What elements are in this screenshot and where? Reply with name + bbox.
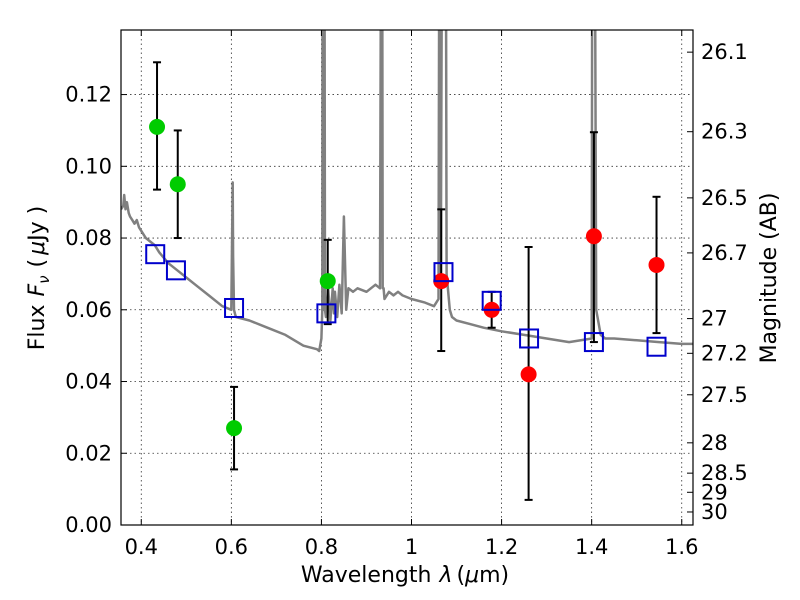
data-point — [585, 228, 602, 245]
x-tick-label: 0.8 — [305, 535, 338, 559]
model-spectrum-line — [121, 30, 693, 353]
model-point — [646, 336, 667, 357]
y-axis-ticks: 0.00 0.02 0.04 0.06 0.08 0.10 0.12 — [65, 83, 127, 537]
grid — [121, 30, 693, 526]
x-tick-label: 0.6 — [215, 535, 248, 559]
data-point — [319, 273, 336, 290]
model-point — [481, 290, 502, 311]
model-point — [433, 262, 454, 283]
y-tick-label: 0.12 — [65, 83, 112, 107]
x-tick-label: 0.4 — [125, 535, 158, 559]
plot-frame — [120, 29, 694, 526]
y-axis-title: FluxFν(μJy ) — [25, 206, 53, 350]
data-point — [226, 420, 243, 437]
model-point — [165, 260, 186, 281]
y-tick-label: 0.02 — [65, 441, 112, 465]
y-tick-label: 0.06 — [65, 298, 112, 322]
y2-tick-label: 26.5 — [701, 186, 748, 210]
y2-tick-label: 28.5 — [701, 461, 748, 485]
y2-axis-title: Magnitude (AB) — [757, 193, 782, 364]
x-tick-label: 1.2 — [485, 535, 518, 559]
data-point — [648, 256, 665, 273]
x-axis-title: Wavelength λ (μm) — [301, 563, 509, 588]
data-point — [149, 118, 166, 135]
x-tick-label: 1.6 — [665, 535, 698, 559]
y2-tick-label: 26.7 — [701, 241, 748, 265]
y2-tick-label: 26.3 — [701, 120, 748, 144]
data-point — [520, 366, 537, 383]
y2-tick-label: 29 — [701, 480, 728, 504]
y2-tick-label: 27 — [701, 307, 728, 331]
x-tick-label: 1 — [405, 535, 418, 559]
y2-tick-label: 27.5 — [701, 383, 748, 407]
y-tick-label: 0.04 — [65, 370, 112, 394]
x-tick-label: 1.4 — [575, 535, 608, 559]
x-axis-ticks: 0.4 0.6 0.8 1 1.2 1.4 1.6 — [125, 30, 698, 559]
markers — [145, 118, 667, 437]
y2-tick-label: 28 — [701, 431, 728, 455]
y2-tick-label: 27.2 — [701, 341, 748, 365]
y-tick-label: 0.10 — [65, 154, 112, 178]
y2-tick-label: 26.1 — [701, 40, 748, 64]
data-point — [169, 176, 186, 193]
model-point — [519, 328, 540, 349]
y-tick-label: 0.00 — [65, 513, 112, 537]
model-point — [316, 303, 337, 324]
model-point — [145, 244, 166, 265]
y2-tick-label: 30 — [701, 500, 728, 524]
y-tick-label: 0.08 — [65, 226, 112, 250]
model-point — [224, 297, 245, 318]
model-point — [583, 332, 604, 353]
